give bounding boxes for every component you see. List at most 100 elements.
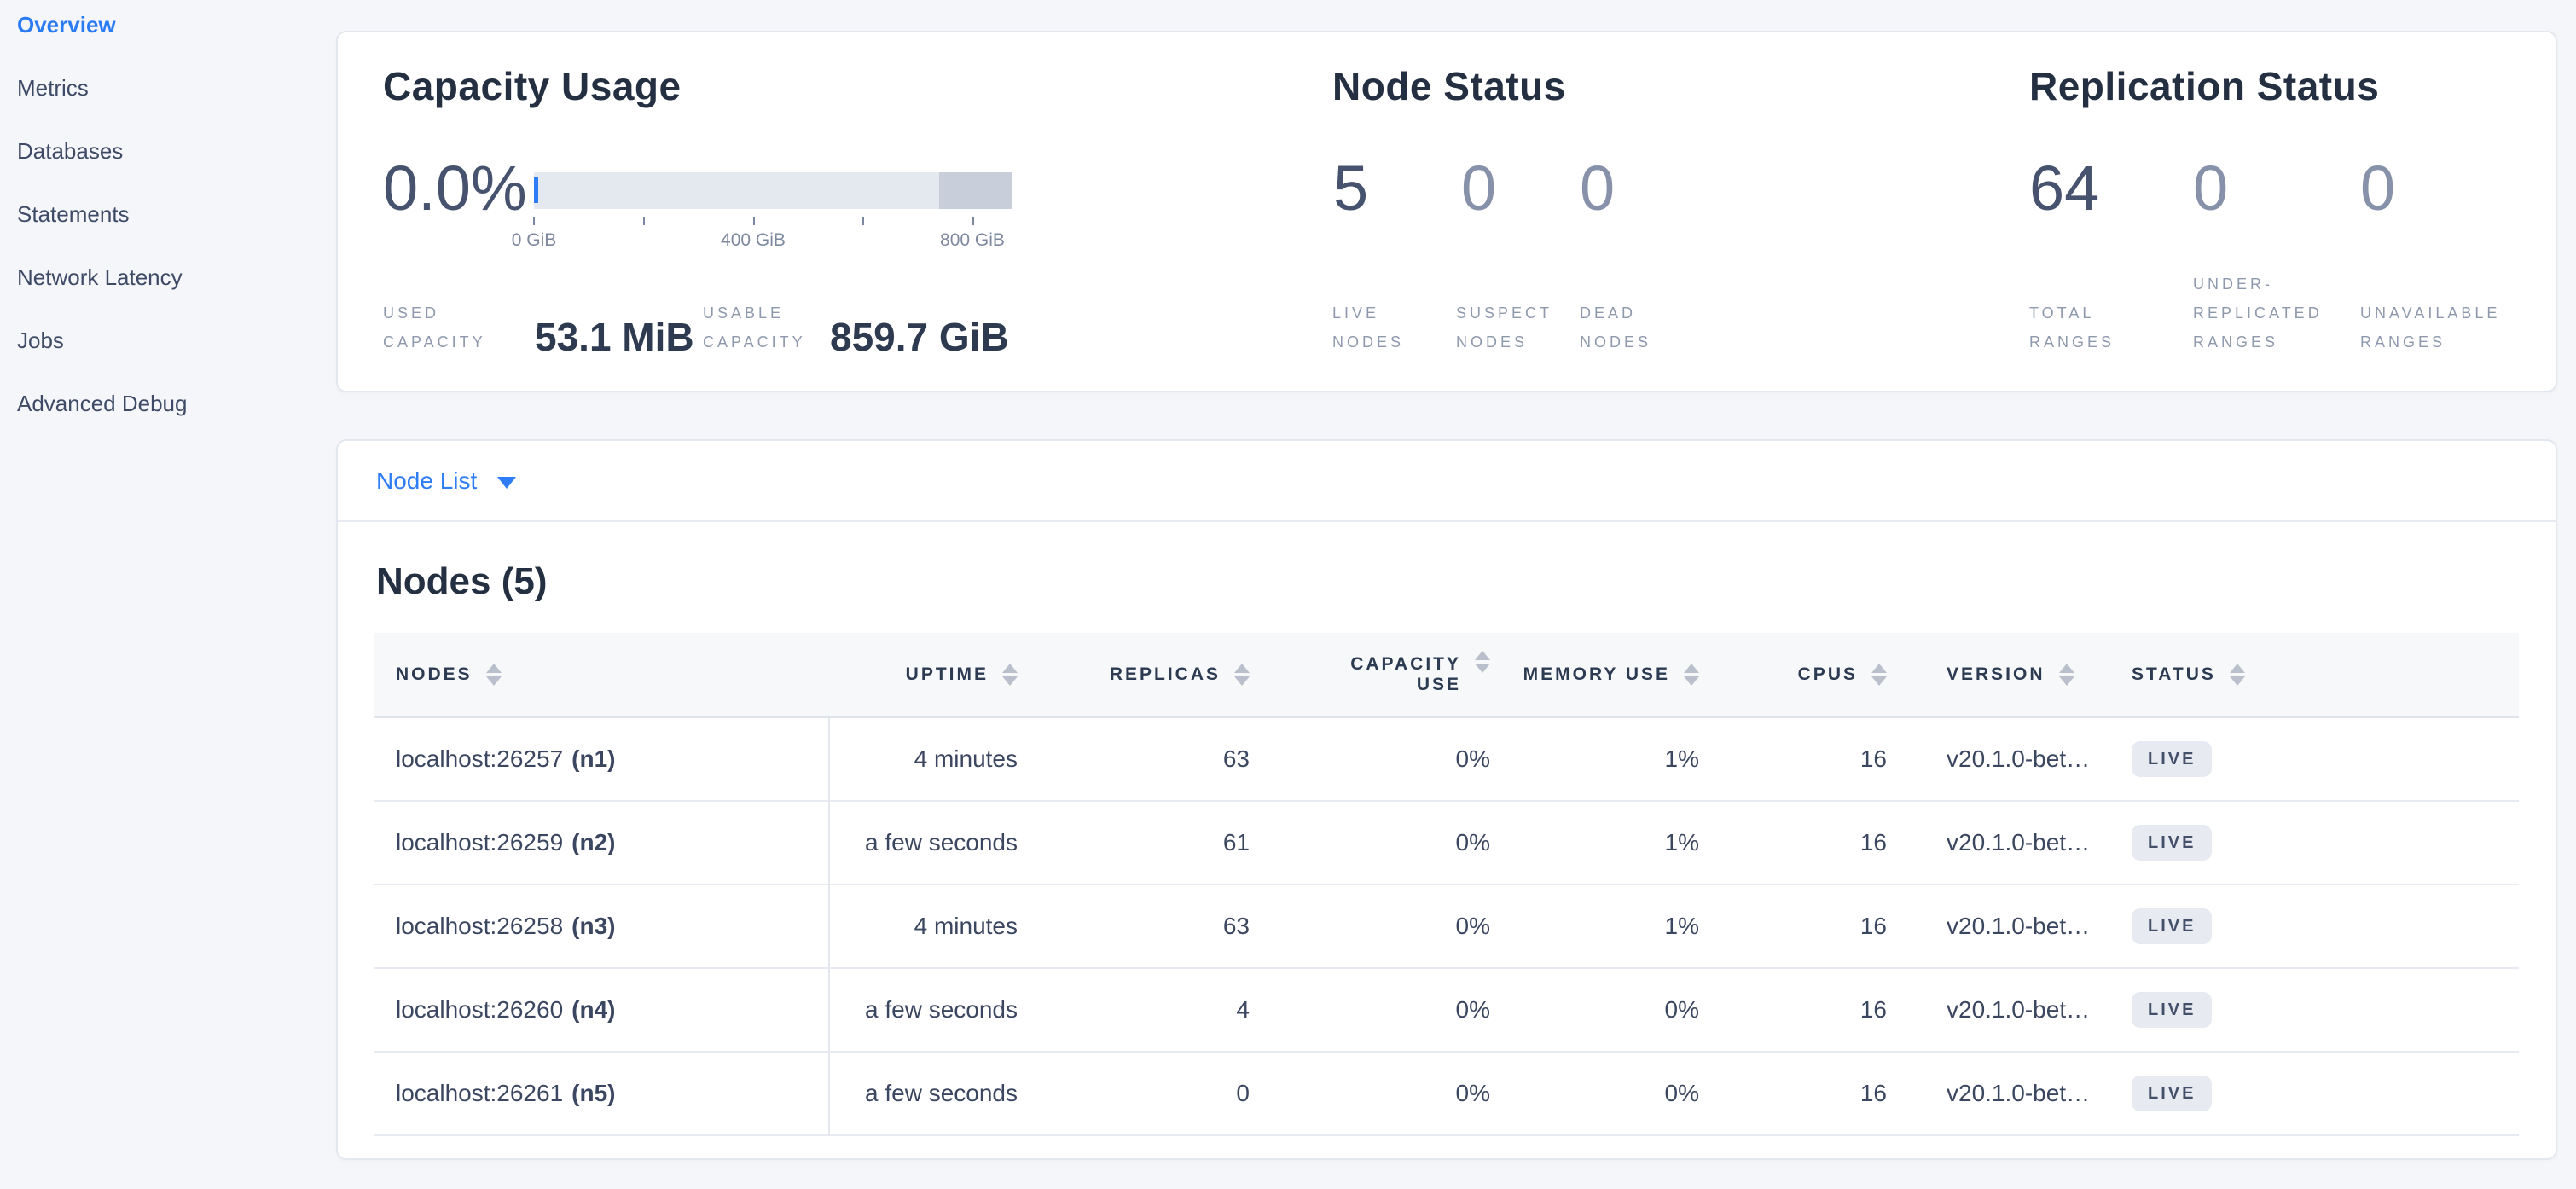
sidebar-item-advanced-debug[interactable]: Advanced Debug [17, 391, 188, 416]
table-row[interactable]: localhost:26258 (n3) 4 minutes 63 0% 1% … [374, 885, 2519, 969]
node-address-cell[interactable]: localhost:26257 (n1) [374, 718, 830, 800]
node-id: (n1) [571, 745, 616, 772]
under-replicated-ranges-count: 0 [2193, 153, 2229, 223]
uptime-cell: a few seconds [865, 996, 1018, 1023]
replicas-cell: 4 [1236, 996, 1250, 1023]
table-row[interactable]: localhost:26257 (n1) 4 minutes 63 0% 1% … [374, 718, 2519, 802]
column-header-label: VERSION [1947, 664, 2045, 684]
column-header-version[interactable]: VERSION [1904, 633, 2100, 716]
sidebar-item-metrics[interactable]: Metrics [17, 75, 89, 101]
node-address: localhost:26259 [396, 829, 564, 856]
axis-tick [643, 217, 645, 225]
status-cell: LIVE [2100, 885, 2519, 967]
column-header-label: CAPACITY USE [1350, 654, 1461, 694]
memory-use-cell: 0% [1664, 1080, 1699, 1106]
column-header-nodes[interactable]: NODES [374, 633, 830, 716]
axis-tick [533, 217, 535, 225]
cpus-cell: 16 [1859, 745, 1887, 772]
version-cell: v20.1.0-bet… [1947, 745, 2091, 772]
node-address-cell[interactable]: localhost:26258 (n3) [374, 885, 830, 967]
usable-capacity-label: USABLE CAPACITY [703, 304, 806, 351]
sort-icon [1475, 651, 1490, 673]
suspect-nodes-count: 0 [1461, 153, 1497, 223]
memory-use-cell: 1% [1664, 913, 1699, 939]
unavailable-ranges-label: UNAVAILABLE RANGES [2360, 304, 2501, 351]
sidebar-item-overview[interactable]: Overview [17, 12, 116, 38]
node-address: localhost:26258 [396, 913, 564, 939]
axis-tick [753, 217, 755, 225]
live-nodes-label: LIVE NODES [1332, 304, 1405, 351]
dead-nodes-count: 0 [1580, 153, 1616, 223]
axis-tick [862, 217, 864, 225]
nodes-table-title: Nodes (5) [376, 560, 548, 602]
cpus-cell: 16 [1859, 1080, 1887, 1106]
sort-icon [2058, 664, 2074, 686]
column-header-capacity-use[interactable]: CAPACITY USE [1267, 633, 1516, 716]
total-ranges-label: TOTAL RANGES [2029, 304, 2115, 351]
replicas-cell: 63 [1222, 913, 1250, 939]
capacity-usage-title: Capacity Usage [383, 64, 682, 108]
table-row[interactable]: localhost:26259 (n2) a few seconds 61 0%… [374, 802, 2519, 885]
capacity-use-cell: 0% [1455, 745, 1490, 772]
sidebar-nav-list: Overview Metrics Databases Statements Ne… [0, 0, 334, 435]
status-badge: LIVE [2132, 741, 2213, 777]
column-header-label: REPLICAS [1109, 664, 1221, 684]
capacity-use-cell: 0% [1455, 913, 1490, 939]
cpus-cell: 16 [1859, 829, 1887, 856]
status-cell: LIVE [2100, 1053, 2519, 1134]
unavailable-ranges-count: 0 [2360, 153, 2396, 223]
nodes-table-header-row: NODES UPTIME REPLICAS CAPACITY USE MEMOR… [374, 633, 2519, 718]
replication-status-title: Replication Status [2029, 64, 2380, 108]
column-header-uptime[interactable]: UPTIME [830, 633, 1035, 716]
status-badge: LIVE [2132, 1076, 2213, 1111]
version-cell: v20.1.0-bet… [1947, 996, 2091, 1023]
status-cell: LIVE [2100, 969, 2519, 1051]
node-id: (n3) [571, 913, 616, 939]
uptime-cell: 4 minutes [914, 913, 1018, 939]
node-list-dropdown[interactable]: Node List [376, 467, 517, 495]
column-header-status[interactable]: STATUS [2100, 633, 2519, 716]
sort-icon [1002, 664, 1018, 686]
chevron-down-icon [497, 476, 517, 489]
column-header-memory-use[interactable]: MEMORY USE [1516, 633, 1716, 716]
used-capacity-value: 53.1 MiB [535, 315, 694, 359]
sidebar-item-databases[interactable]: Databases [17, 138, 124, 164]
node-address-cell[interactable]: localhost:26261 (n5) [374, 1053, 830, 1134]
dead-nodes-label: DEAD NODES [1580, 304, 1652, 351]
cpus-cell: 16 [1859, 913, 1887, 939]
capacity-use-cell: 0% [1455, 996, 1490, 1023]
node-address: localhost:26257 [396, 745, 564, 772]
node-address: localhost:26260 [396, 996, 564, 1023]
node-address: localhost:26261 [396, 1080, 564, 1106]
status-badge: LIVE [2132, 992, 2213, 1028]
table-row[interactable]: localhost:26260 (n4) a few seconds 4 0% … [374, 969, 2519, 1053]
capacity-usage-bar [534, 172, 1012, 209]
replicas-cell: 0 [1236, 1080, 1250, 1106]
capacity-bar-used-segment [534, 177, 538, 203]
uptime-cell: 4 minutes [914, 745, 1018, 772]
memory-use-cell: 1% [1664, 745, 1699, 772]
sidebar-item-jobs[interactable]: Jobs [17, 328, 64, 353]
status-badge: LIVE [2132, 825, 2213, 861]
axis-label-400gib: 400 GiB [721, 230, 786, 250]
under-replicated-ranges-label: UNDER- REPLICATED RANGES [2193, 276, 2323, 351]
uptime-cell: a few seconds [865, 1080, 1018, 1106]
node-list-selector-bar: Node List [338, 441, 2556, 522]
table-row[interactable]: localhost:26261 (n5) a few seconds 0 0% … [374, 1053, 2519, 1136]
status-badge: LIVE [2132, 908, 2213, 944]
total-ranges-count: 64 [2029, 153, 2100, 223]
axis-label-800gib: 800 GiB [940, 230, 1005, 250]
column-header-label: MEMORY USE [1523, 664, 1670, 684]
uptime-cell: a few seconds [865, 829, 1018, 856]
column-header-label: CPUS [1797, 664, 1858, 684]
sort-icon [1234, 664, 1250, 686]
sort-icon [1684, 664, 1699, 686]
suspect-nodes-label: SUSPECT NODES [1456, 304, 1553, 351]
column-header-replicas[interactable]: REPLICAS [1035, 633, 1267, 716]
sidebar-item-network-latency[interactable]: Network Latency [17, 264, 183, 290]
node-address-cell[interactable]: localhost:26260 (n4) [374, 969, 830, 1051]
usable-capacity-value: 859.7 GiB [830, 315, 1009, 359]
node-address-cell[interactable]: localhost:26259 (n2) [374, 802, 830, 884]
column-header-cpus[interactable]: CPUS [1716, 633, 1904, 716]
sidebar-item-statements[interactable]: Statements [17, 201, 130, 227]
